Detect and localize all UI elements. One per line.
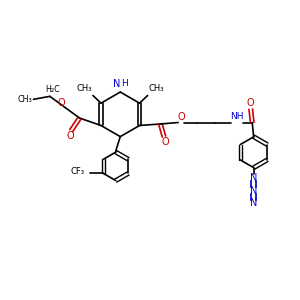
Text: O: O — [66, 131, 74, 142]
Text: N: N — [113, 79, 120, 89]
Text: H: H — [122, 79, 128, 88]
Text: O: O — [177, 112, 185, 122]
Text: CH₃: CH₃ — [149, 84, 164, 93]
Text: N: N — [250, 198, 257, 208]
Text: CH₃: CH₃ — [76, 84, 92, 93]
Text: CF₃: CF₃ — [70, 167, 85, 176]
Text: O: O — [247, 98, 255, 108]
Text: N: N — [250, 186, 257, 196]
Text: O: O — [162, 137, 169, 147]
Text: NH: NH — [231, 112, 244, 121]
Text: H₂C: H₂C — [45, 85, 60, 94]
Text: N: N — [250, 173, 257, 183]
Text: CH₃: CH₃ — [17, 95, 32, 104]
Text: O: O — [57, 98, 65, 108]
